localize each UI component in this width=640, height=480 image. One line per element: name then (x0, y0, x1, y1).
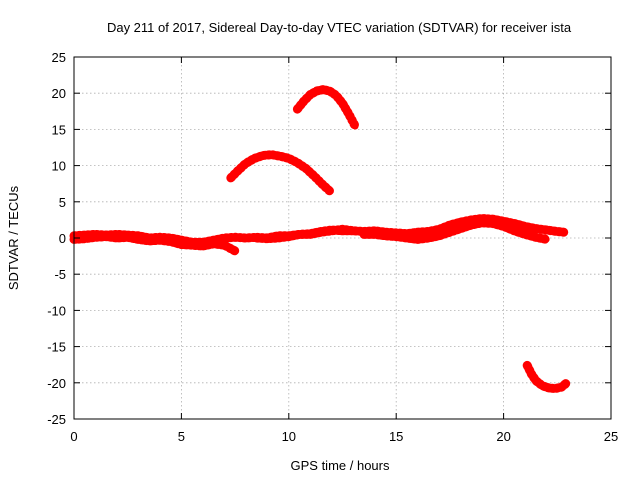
trace-baseline-d-texture (359, 218, 552, 244)
y-tick-label: 20 (52, 86, 66, 101)
trace-arc-high-texture (292, 85, 360, 131)
y-tick-label: -10 (47, 303, 66, 318)
y-axis-label: SDTVAR / TECUs (6, 185, 21, 290)
trace-baseline-b-texture (69, 232, 240, 256)
y-tick-label: -5 (54, 267, 66, 282)
x-tick-label: 25 (604, 429, 618, 444)
x-tick-label: 15 (389, 429, 403, 444)
x-axis-label: GPS time / hours (291, 458, 390, 473)
x-tick-label: 5 (178, 429, 185, 444)
y-tick-label: 0 (59, 231, 66, 246)
y-tick-labels: -25 -20 -15 -10 -5 0 5 10 15 20 25 (47, 50, 66, 427)
trace-baseline-c-texture (252, 214, 569, 244)
y-tick-label: 15 (52, 122, 66, 137)
axis-ticks (73, 56, 612, 420)
y-tick-label: -15 (47, 340, 66, 355)
y-tick-label: -20 (47, 376, 66, 391)
y-tick-label: 10 (52, 159, 66, 174)
x-tick-labels: 0 5 10 15 20 25 (70, 429, 618, 444)
trace-arc-mid-texture (226, 150, 335, 196)
x-tick-label: 20 (496, 429, 510, 444)
data-series (69, 85, 571, 394)
chart-title: Day 211 of 2017, Sidereal Day-to-day VTE… (107, 20, 572, 35)
x-tick-label: 10 (282, 429, 296, 444)
y-tick-label: 25 (52, 50, 66, 65)
trace-arc-low-texture (522, 360, 571, 394)
x-tick-label: 0 (70, 429, 77, 444)
y-tick-label: -25 (47, 412, 66, 427)
y-tick-label: 5 (59, 195, 66, 210)
